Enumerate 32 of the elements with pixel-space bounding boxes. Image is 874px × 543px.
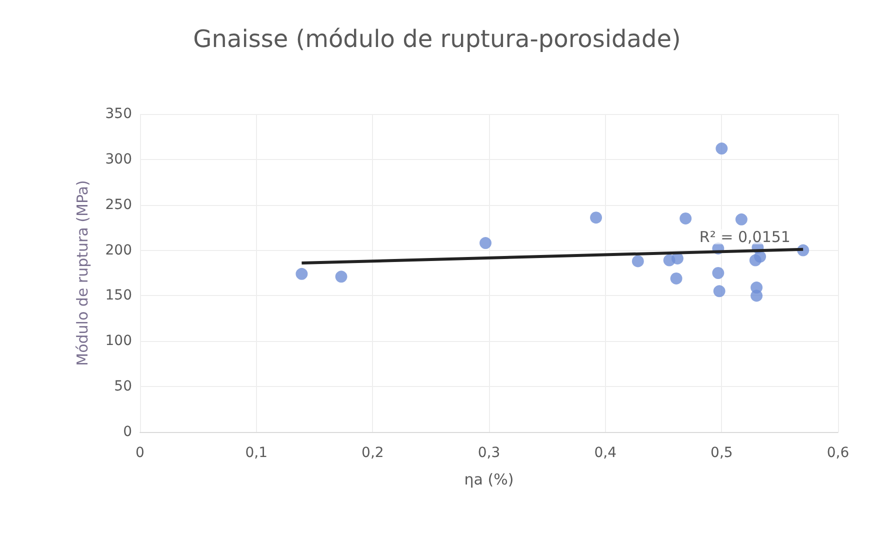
y-tick-label: 200 (105, 242, 132, 258)
point (590, 212, 602, 224)
point (754, 250, 766, 263)
x-tick-label: 0,6 (826, 445, 850, 461)
point (713, 285, 726, 298)
point (296, 268, 308, 280)
point (750, 290, 763, 302)
x-tick-label: 0,3 (478, 445, 500, 461)
x-tick-label: 0,5 (710, 445, 733, 461)
x-tick-label: 0,2 (362, 445, 384, 461)
y-axis-title: Módulo de ruptura (MPa) (74, 180, 92, 366)
y-tick-label: 150 (105, 288, 132, 304)
point (712, 267, 724, 279)
x-tick-label: 0,1 (245, 445, 268, 461)
y-tick-label: 350 (105, 106, 132, 122)
x-tick-label: 0,4 (594, 445, 617, 461)
point (480, 237, 492, 250)
y-tick-label: 300 (105, 151, 132, 168)
chart-title: Gnaisse (módulo de ruptura-porosidade) (193, 25, 681, 53)
point (716, 142, 728, 155)
point (670, 272, 682, 284)
x-axis-title: ηa (%) (464, 470, 514, 488)
point (632, 255, 644, 268)
point (335, 270, 348, 283)
point (735, 213, 748, 226)
point (680, 212, 692, 224)
y-tick-label: 250 (105, 196, 132, 213)
x-tick-label: 0 (136, 445, 144, 461)
annotation: R² = 0,0151 (699, 228, 790, 246)
y-tick-label: 50 (114, 378, 132, 395)
y-tick-label: 0 (123, 424, 132, 440)
y-tick-label: 100 (105, 333, 132, 350)
